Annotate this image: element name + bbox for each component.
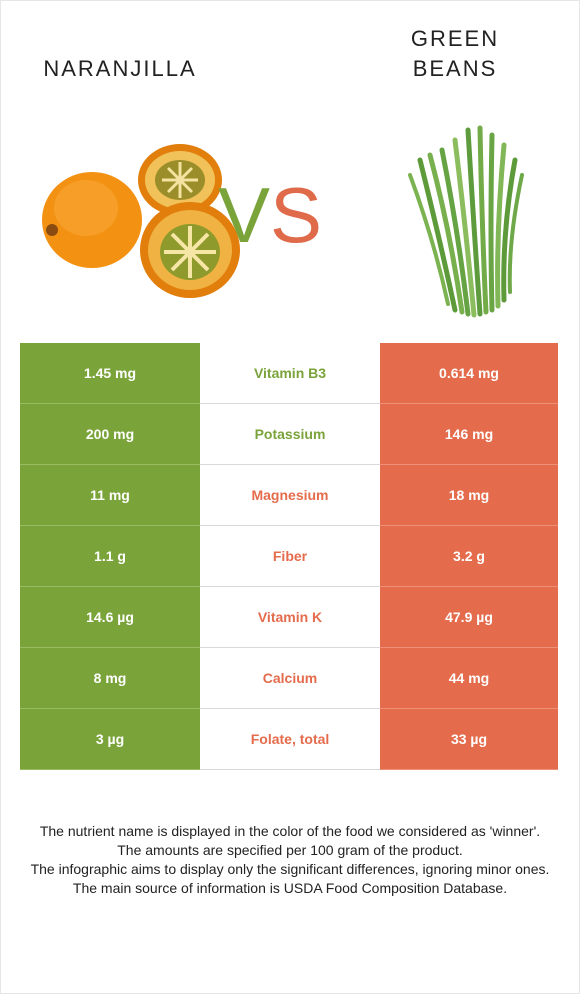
left-value: 1.45 mg xyxy=(20,343,200,404)
right-value: 18 mg xyxy=(380,464,558,526)
nutrient-name: Potassium xyxy=(200,403,380,465)
nutrient-row: 1.45 mg Vitamin B3 0.614 mg xyxy=(20,343,558,404)
nutrient-row: 3 µg Folate, total 33 µg xyxy=(20,708,558,770)
nutrient-row: 200 mg Potassium 146 mg xyxy=(20,403,558,465)
nutrient-row: 8 mg Calcium 44 mg xyxy=(20,647,558,709)
left-value: 3 µg xyxy=(20,708,200,770)
footer-notes: The nutrient name is displayed in the co… xyxy=(20,822,560,898)
nutrient-name: Fiber xyxy=(200,525,380,587)
nutrient-name: Vitamin K xyxy=(200,586,380,648)
nutrient-name: Calcium xyxy=(200,647,380,709)
left-value: 11 mg xyxy=(20,464,200,526)
left-value: 14.6 µg xyxy=(20,586,200,648)
right-value: 44 mg xyxy=(380,647,558,709)
right-value: 0.614 mg xyxy=(380,343,558,404)
footer-note: The amounts are specified per 100 gram o… xyxy=(117,842,463,858)
left-food-title: NARANJILLA xyxy=(43,56,197,81)
nutrient-name: Vitamin B3 xyxy=(200,343,380,404)
nutrient-row: 11 mg Magnesium 18 mg xyxy=(20,464,558,526)
green-beans-image xyxy=(408,125,524,318)
right-value: 146 mg xyxy=(380,403,558,465)
left-value: 1.1 g xyxy=(20,525,200,587)
nutrient-name: Folate, total xyxy=(200,708,380,770)
right-food-title-line2: BEANS xyxy=(412,56,498,81)
footer-note: The infographic aims to display only the… xyxy=(30,861,550,877)
left-value: 200 mg xyxy=(20,403,200,465)
vs-label: VS xyxy=(218,160,322,270)
nutrient-row: 14.6 µg Vitamin K 47.9 µg xyxy=(20,586,558,648)
vs-letter-v: V xyxy=(218,171,271,259)
nutrient-name: Magnesium xyxy=(200,464,380,526)
right-food-title-line1: GREEN xyxy=(410,26,500,51)
footer-note: The nutrient name is displayed in the co… xyxy=(39,823,541,839)
footer-note: The main source of information is USDA F… xyxy=(72,880,508,896)
left-value: 8 mg xyxy=(20,647,200,709)
vs-letter-s: S xyxy=(270,171,323,259)
comparison-table: 1.45 mg Vitamin B3 0.614 mg 200 mg Potassium… xyxy=(20,343,558,770)
naranjilla-image xyxy=(42,144,240,298)
right-food-title: GREEN BEANS xyxy=(370,24,540,84)
nutrient-row: 1.1 g Fiber 3.2 g xyxy=(20,525,558,587)
right-value: 3.2 g xyxy=(380,525,558,587)
right-value: 33 µg xyxy=(380,708,558,770)
right-value: 47.9 µg xyxy=(380,586,558,648)
